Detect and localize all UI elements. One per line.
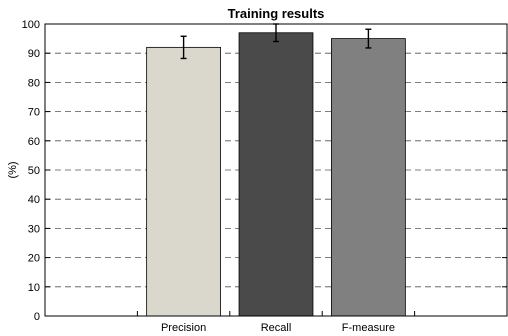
y-axis-label: (%) <box>7 161 19 178</box>
y-tick-label: 90 <box>28 48 40 60</box>
y-tick-label: 0 <box>34 311 40 323</box>
bar-f-measure <box>331 38 406 317</box>
y-tick-label: 30 <box>28 223 40 235</box>
bar-precision <box>146 46 221 317</box>
x-axis-labels: Precision Recall F-measure <box>161 322 395 334</box>
y-tick-label: 40 <box>28 194 40 206</box>
plot-frame <box>44 23 508 317</box>
bar-recall <box>238 32 314 317</box>
bars <box>146 23 406 317</box>
y-tick-label: 10 <box>28 282 40 294</box>
x-tick-label: F-measure <box>342 322 395 334</box>
y-axis-ticks: 0 10 20 30 40 50 60 70 80 90 100 <box>22 19 508 323</box>
x-tick-label: Recall <box>261 322 292 334</box>
y-tick-label: 70 <box>28 107 40 119</box>
y-tick-label: 50 <box>28 165 40 177</box>
y-tick-label: 80 <box>28 77 40 89</box>
chart-title: Training results <box>228 6 325 21</box>
y-tick-label: 60 <box>28 136 40 148</box>
x-tick-label: Precision <box>161 322 206 334</box>
y-tick-label: 20 <box>28 253 40 265</box>
y-tick-label: 100 <box>22 19 40 31</box>
